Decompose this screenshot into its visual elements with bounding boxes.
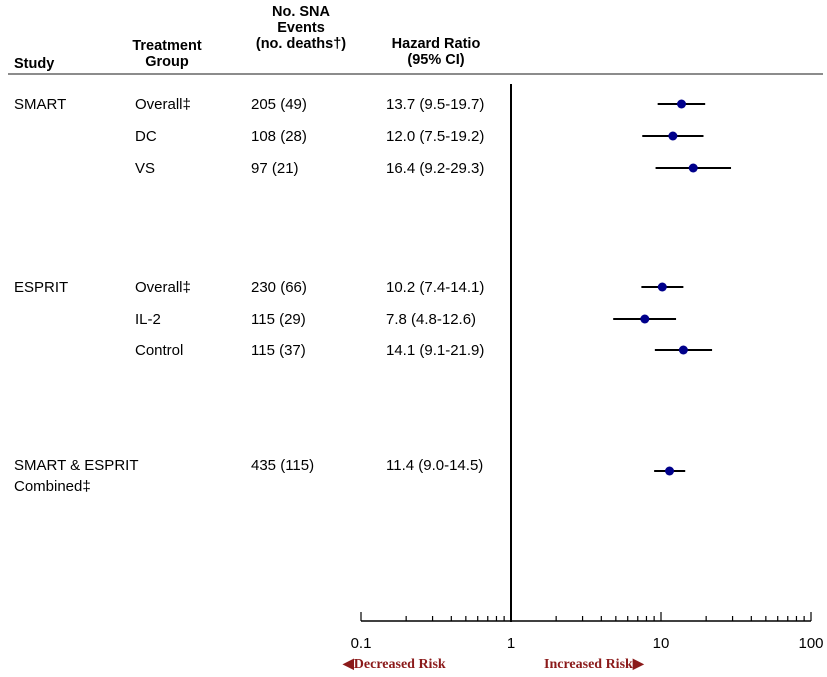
row-events: 230 (66) — [251, 279, 307, 296]
row-group: Control — [135, 342, 184, 359]
header-hazard-ratio: Hazard Ratio (95% CI) — [376, 36, 496, 68]
header-rule — [8, 73, 823, 75]
header-sna-events: No. SNA Events (no. deaths†) — [236, 4, 366, 52]
row-study: ESPRIT — [14, 279, 69, 296]
tick-label-10: 10 — [653, 635, 670, 652]
header-sna-line3: (no. deaths†) — [255, 36, 347, 52]
x-axis-tick-labels: 0.1 1 10 100 — [351, 635, 824, 652]
tick-label-100: 100 — [798, 635, 823, 652]
row-events: 115 (37) — [251, 342, 306, 359]
hazard-point — [668, 131, 678, 141]
row-hazard-ratio: 12.0 (7.5-19.2) — [386, 128, 485, 145]
decreased-risk-label: ◀Decreased Risk — [343, 656, 446, 673]
row-study: SMART & ESPRIT — [14, 457, 139, 474]
header-hr-line2: (95% CI) — [407, 52, 465, 68]
row-events: 115 (29) — [251, 311, 306, 328]
row-hazard-ratio: 16.4 (9.2-29.3) — [386, 160, 485, 177]
header-treatment-line2: Group — [145, 54, 189, 70]
decreased-risk-text: Decreased Risk — [353, 657, 446, 672]
header-sna-line2: Events — [277, 20, 325, 36]
row-group: IL-2 — [135, 311, 161, 328]
row-events: 205 (49) — [251, 96, 307, 113]
header-treatment-line1: Treatment — [132, 38, 202, 54]
header-study: Study — [14, 56, 54, 72]
row-group: DC — [135, 128, 157, 145]
ci-lines — [613, 103, 732, 472]
hazard-point — [688, 163, 698, 173]
header-hr-line1: Hazard Ratio — [391, 36, 481, 52]
hazard-point — [665, 466, 675, 476]
row-events: 435 (115) — [251, 457, 315, 474]
row-hazard-ratio: 7.8 (4.8-12.6) — [386, 311, 477, 328]
header-sna-line1: No. SNA — [272, 4, 330, 20]
x-axis-ticks — [360, 612, 812, 621]
row-hazard-ratio: 14.1 (9.1-21.9) — [386, 342, 485, 359]
hazard-point — [678, 345, 688, 355]
increased-risk-text: Increased Risk — [544, 657, 633, 672]
tick-label-0.1: 0.1 — [351, 635, 372, 652]
row-hazard-ratio: 13.7 (9.5-19.7) — [386, 96, 485, 113]
row-study-line2: Combined‡ — [14, 478, 91, 495]
row-group: Overall‡ — [135, 96, 191, 113]
row-events: 108 (28) — [251, 128, 307, 145]
row-group: VS — [135, 160, 156, 177]
hazard-points — [640, 99, 698, 476]
left-arrow-icon: ◀ — [343, 657, 354, 672]
header-treatment-group: Treatment Group — [112, 38, 222, 70]
row-events: 97 (21) — [251, 160, 299, 177]
hazard-point — [677, 99, 687, 109]
row-hazard-ratio: 11.4 (9.0-14.5) — [386, 457, 484, 474]
header-study-label: Study — [14, 56, 55, 72]
increased-risk-label: Increased Risk▶ — [544, 656, 644, 673]
row-study: SMART — [14, 96, 67, 113]
row-hazard-ratio: 10.2 (7.4-14.1) — [386, 279, 485, 296]
hazard-point — [657, 282, 667, 292]
tick-label-1: 1 — [507, 635, 515, 652]
hazard-point — [640, 314, 650, 324]
right-arrow-icon: ▶ — [632, 657, 644, 672]
row-group: Overall‡ — [135, 279, 191, 296]
